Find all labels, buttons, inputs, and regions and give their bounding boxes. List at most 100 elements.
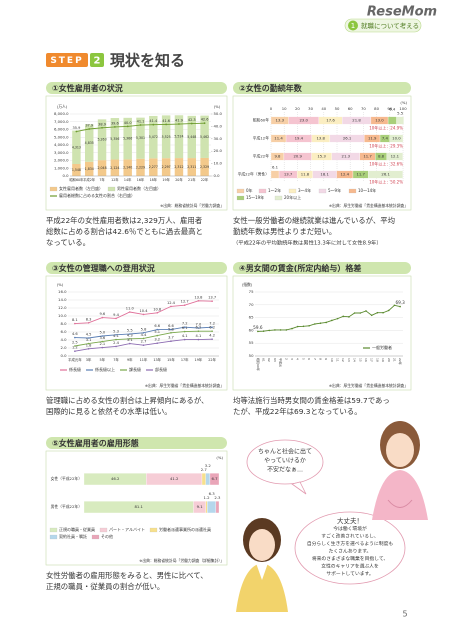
data-label: 5,524	[174, 135, 183, 139]
data-label: 2,277	[149, 165, 158, 169]
chart-frame	[232, 275, 412, 391]
data-label: 35.9	[73, 126, 81, 130]
category-label: 平成12年	[253, 135, 269, 140]
bar-segment	[72, 130, 81, 165]
data-label: 6.1	[272, 165, 279, 170]
caption: 管理職に占める女性の割合は上昇傾向にあるが、	[46, 396, 208, 405]
data-label: 13.8	[194, 295, 203, 299]
x-tick-label: 10	[330, 358, 334, 362]
data-label: 11.0	[126, 307, 135, 311]
line-marker	[88, 128, 91, 130]
line-marker	[165, 123, 168, 126]
data-label: 7.2	[209, 322, 215, 326]
legend-label: 女性雇用者数（左目盛）	[59, 185, 103, 191]
line-marker	[115, 338, 117, 341]
legend-swatch	[49, 186, 58, 192]
x-tick-label: 3年	[86, 357, 92, 362]
data-label: 1,548	[72, 168, 81, 172]
data-label: 2.3	[214, 495, 221, 500]
arm	[387, 499, 413, 508]
bubble-text: たくさんあります。	[329, 548, 372, 555]
line-marker	[365, 310, 367, 312]
heading: 現状を知る	[110, 52, 185, 70]
bar-segment	[396, 116, 404, 125]
bar-segment	[368, 170, 404, 179]
x-tick-label: 昭和60年	[69, 177, 84, 182]
line-marker	[274, 329, 276, 331]
data-label: 1.8	[86, 343, 92, 347]
x-tick-label: 11年	[140, 357, 148, 362]
section-band	[233, 82, 411, 94]
data-label: 4.6	[72, 332, 78, 336]
line-marker	[313, 323, 316, 325]
legend-label: 労働者派遣事業所の派遣社員	[159, 526, 211, 532]
data-label: 4,835	[85, 141, 94, 145]
data-label: 5,448	[187, 135, 196, 139]
x-tick-label: 平成2年	[83, 177, 96, 182]
data-label: 11.7	[356, 171, 365, 176]
caption: 正規の職員・従業員の割合が低い。	[46, 582, 164, 591]
x-tick-label: 5	[301, 358, 305, 360]
line-marker	[197, 300, 200, 302]
legend-label: 雇用者総数に占める女性の割合（右目盛）	[59, 192, 135, 198]
data-label: 41.1	[137, 120, 145, 124]
tick-label: 14.0	[58, 297, 67, 302]
bubble-text: サポートしています。	[326, 570, 373, 577]
line-marker	[170, 340, 172, 343]
line-marker	[262, 330, 265, 332]
line-marker	[156, 334, 159, 337]
data-label: 3.6	[99, 336, 105, 340]
data-label: 4.3	[127, 333, 133, 337]
line-marker	[128, 311, 131, 313]
legend-swatch	[258, 188, 267, 194]
bar-segment	[200, 157, 209, 176]
x-tick-label: 12年	[111, 177, 119, 182]
bar-segment	[97, 119, 107, 161]
line-marker	[156, 328, 159, 331]
line-marker	[285, 329, 288, 331]
line-marker	[325, 321, 327, 324]
x-tick-label: 18年	[150, 177, 158, 182]
x-tick-label: 20	[387, 358, 391, 362]
data-label: 1.2	[204, 495, 211, 500]
tick-label: 80	[374, 106, 379, 111]
line-marker	[139, 124, 142, 126]
line-marker	[197, 327, 200, 329]
data-label: 13.8	[317, 135, 326, 140]
legend-label: 部長級	[155, 366, 167, 372]
data-label: 6.6	[154, 324, 160, 328]
line-marker	[74, 345, 76, 347]
x-tick-label: 22年	[398, 358, 403, 365]
data-label: 6.2	[209, 326, 215, 330]
annotation: 10年以上：50.2%	[369, 178, 403, 184]
data-label: 2,329	[200, 165, 209, 169]
data-label: 13.7	[284, 171, 293, 176]
data-label: 8.3	[86, 317, 92, 321]
tick-label: 2.0	[60, 345, 67, 350]
tick-label: 7,000.0	[54, 119, 69, 124]
tick-label: 70	[249, 302, 254, 307]
line-marker	[279, 329, 282, 331]
data-label: 12.7	[181, 300, 189, 304]
section-band	[46, 437, 227, 449]
tick-label: 70	[361, 106, 366, 111]
tick-label: 50.0	[214, 111, 223, 116]
line-marker	[87, 337, 90, 339]
caption-note: （平成22年の平均勤続年数は男性13.3年に対して女性8.9年）	[233, 239, 382, 247]
bubble-text: 自分らしく生き方を選べるように制度も	[307, 540, 394, 547]
line-marker	[399, 305, 401, 308]
legend-swatch	[99, 527, 108, 533]
source: ※出典：総務省統計局「労働力調査」	[160, 203, 224, 208]
section-title: ③女性の管理職への登用状況	[52, 263, 155, 273]
face	[249, 529, 275, 561]
x-tick-label: 9年	[127, 357, 133, 362]
bar-segment	[123, 117, 132, 160]
bar-segment	[270, 170, 280, 179]
line-marker	[128, 333, 131, 335]
line-marker	[170, 328, 172, 331]
line-marker	[142, 332, 145, 334]
legend-label: 男性雇用者数（左目盛）	[117, 185, 161, 191]
data-label: 4,313	[72, 145, 81, 149]
annotation: 10年以上：32.6%	[369, 160, 403, 166]
